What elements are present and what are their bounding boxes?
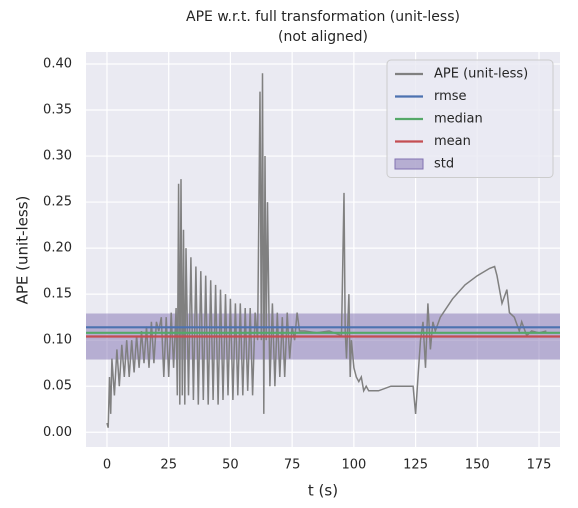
legend-label: APE (unit-less) — [434, 67, 528, 82]
x-axis-label: t (s) — [308, 482, 338, 500]
chart-subtitle: (not aligned) — [278, 29, 368, 45]
y-tick-label: 0.05 — [43, 379, 72, 394]
y-axis-label: APE (unit-less) — [14, 196, 32, 305]
x-tick-label: 150 — [465, 458, 490, 473]
x-tick-label: 0 — [103, 458, 111, 473]
legend-box — [386, 59, 554, 178]
y-tick-label: 0.00 — [43, 425, 72, 440]
y-tick-label: 0.25 — [43, 195, 72, 210]
y-tick-label: 0.15 — [43, 287, 72, 302]
chart-title: APE w.r.t. full transformation (unit-les… — [186, 9, 460, 25]
x-tick-label: 75 — [284, 458, 301, 473]
legend-label: rmse — [434, 89, 467, 104]
legend-label: median — [434, 112, 483, 127]
legend-label: std — [434, 157, 454, 172]
y-tick-label: 0.40 — [43, 56, 72, 71]
x-tick-label: 100 — [341, 458, 366, 473]
x-tick-label: 175 — [527, 458, 552, 473]
legend-label: mean — [434, 134, 471, 149]
x-tick-label: 25 — [160, 458, 177, 473]
y-tick-label: 0.30 — [43, 149, 72, 164]
y-tick-label: 0.20 — [43, 241, 72, 256]
x-tick-label: 50 — [222, 458, 239, 473]
y-tick-label: 0.10 — [43, 333, 72, 348]
legend-swatch — [394, 158, 424, 170]
x-tick-label: 125 — [403, 458, 428, 473]
y-tick-label: 0.35 — [43, 103, 72, 118]
